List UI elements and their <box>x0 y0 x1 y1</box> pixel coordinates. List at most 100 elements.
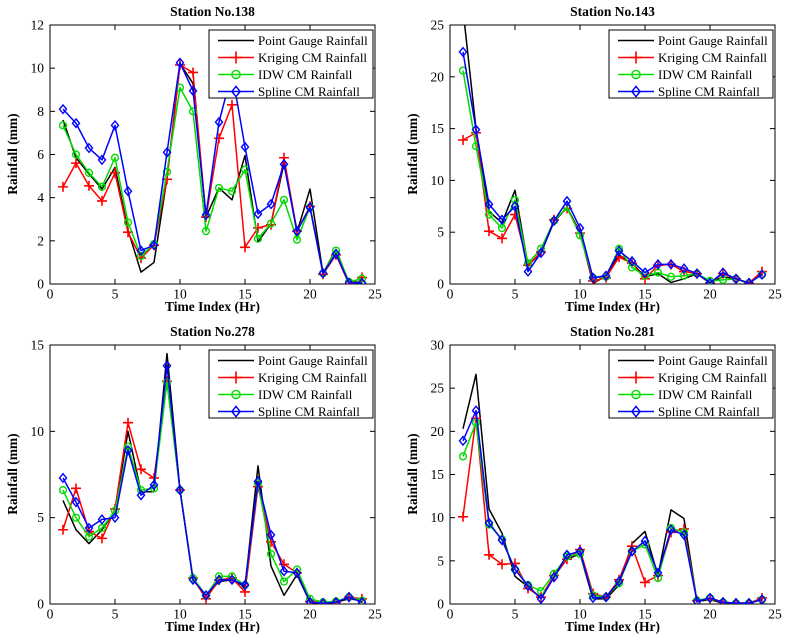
svg-text:5: 5 <box>37 510 44 525</box>
svg-text:5: 5 <box>437 225 444 240</box>
series-point-gauge-rainfall <box>62 63 363 284</box>
series-spline-cm-rainfall <box>58 57 367 284</box>
svg-text:10: 10 <box>173 607 187 622</box>
svg-text:25: 25 <box>368 607 382 622</box>
legend-entry-point-gauge-rainfall: Point Gauge Rainfall <box>618 353 768 368</box>
legend-label: Spline CM Rainfall <box>258 84 360 99</box>
svg-text:5: 5 <box>512 287 519 302</box>
x-axis-label: Time Index (Hr) <box>165 619 260 634</box>
axes-box <box>49 344 376 605</box>
svg-text:0: 0 <box>437 597 444 612</box>
legend-entry-idw-cm-rainfall: IDW CM Rainfall <box>218 67 353 82</box>
chart-station-278: Station No.278 Rainfall (mm) 0 5 10 15 20 25 0… <box>0 320 400 641</box>
plot-area: 0 5 10 15 20 25 0 5 10 15 20 25 Point Gauge Rainfall… <box>400 0 800 320</box>
svg-text:20: 20 <box>431 69 445 84</box>
legend-label: Spline CM Rainfall <box>258 404 360 419</box>
svg-text:15: 15 <box>238 607 252 622</box>
legend-entry-kriging-cm-rainfall: Kriging CM Rainfall <box>618 370 767 385</box>
axes-box <box>449 24 776 285</box>
legend-label: Spline CM Rainfall <box>658 404 760 419</box>
x-axis-label: Time Index (Hr) <box>565 299 660 314</box>
svg-text:5: 5 <box>112 287 119 302</box>
legend-label: Point Gauge Rainfall <box>658 33 768 48</box>
svg-text:0: 0 <box>447 287 454 302</box>
chart-title: Station No.138 <box>170 4 255 19</box>
svg-text:0: 0 <box>447 607 454 622</box>
svg-text:0: 0 <box>437 277 444 292</box>
svg-text:15: 15 <box>638 607 652 622</box>
series-kriging-cm-rainfall <box>458 413 767 604</box>
legend-label: Kriging CM Rainfall <box>658 50 767 65</box>
legend-entry-point-gauge-rainfall: Point Gauge Rainfall <box>218 33 368 48</box>
svg-text:10: 10 <box>431 510 445 525</box>
legend-label: Point Gauge Rainfall <box>258 353 368 368</box>
svg-text:30: 30 <box>431 338 445 353</box>
legend-label: IDW CM Rainfall <box>258 67 353 82</box>
series-idw-cm-rainfall <box>458 66 767 284</box>
svg-text:20: 20 <box>303 287 317 302</box>
tick-marks <box>49 24 376 285</box>
series-idw-cm-rainfall <box>458 418 767 604</box>
svg-text:6: 6 <box>37 147 44 162</box>
legend-label: IDW CM Rainfall <box>258 387 353 402</box>
tick-labels: 0 5 10 15 20 25 0 2 4 6 8 10 12 <box>31 18 383 302</box>
chart-station-138: Station No.138 Rainfall (mm) 0 5 10 15 20 25 0… <box>0 0 400 320</box>
svg-text:25: 25 <box>768 607 782 622</box>
chart-station-281: Station No.281 Rainfall (mm) 0 5 10 15 20 25 0… <box>400 320 800 641</box>
svg-text:8: 8 <box>37 104 44 119</box>
svg-text:0: 0 <box>37 597 44 612</box>
tick-labels: 0 5 10 15 20 25 0 5 10 15 20 25 <box>431 18 783 302</box>
legend-label: Kriging CM Rainfall <box>258 50 367 65</box>
chart-title: Station No.281 <box>570 324 655 339</box>
series-spline-cm-rainfall <box>458 46 767 284</box>
legend-entry-idw-cm-rainfall: IDW CM Rainfall <box>218 387 353 402</box>
svg-text:10: 10 <box>573 607 587 622</box>
svg-text:10: 10 <box>31 61 45 76</box>
plot-area: 0 5 10 15 20 25 0 2 4 6 8 10 12 Point Gauge Rainfall K… <box>0 0 400 320</box>
plot-svg: 0 5 10 15 20 25 0 5 10 15 20 25 30 Point Gauge Rainfa… <box>431 338 783 622</box>
legend-entry-spline-cm-rainfall: Spline CM Rainfall <box>218 404 360 419</box>
plot-svg: 0 5 10 15 20 25 0 5 10 15 Point Gauge Rainfall Krig… <box>31 338 383 622</box>
x-axis-label: Time Index (Hr) <box>165 299 260 314</box>
legend-entry-kriging-cm-rainfall: Kriging CM Rainfall <box>218 370 367 385</box>
svg-text:15: 15 <box>31 338 45 353</box>
legend-entry-kriging-cm-rainfall: Kriging CM Rainfall <box>618 50 767 65</box>
svg-text:10: 10 <box>31 424 45 439</box>
svg-text:10: 10 <box>573 287 587 302</box>
svg-text:15: 15 <box>431 121 445 136</box>
legend-label: Point Gauge Rainfall <box>658 353 768 368</box>
svg-text:25: 25 <box>768 287 782 302</box>
legend-entry-spline-cm-rainfall: Spline CM Rainfall <box>218 84 360 99</box>
svg-text:20: 20 <box>303 607 317 622</box>
svg-text:0: 0 <box>37 277 44 292</box>
svg-text:0: 0 <box>47 287 54 302</box>
legend-entry-point-gauge-rainfall: Point Gauge Rainfall <box>218 353 368 368</box>
svg-text:5: 5 <box>512 607 519 622</box>
svg-text:10: 10 <box>173 287 187 302</box>
legend: Point Gauge Rainfall Kriging CM Rainfall I… <box>608 29 774 99</box>
legend-label: Point Gauge Rainfall <box>258 33 368 48</box>
svg-text:20: 20 <box>703 607 717 622</box>
svg-text:15: 15 <box>431 467 445 482</box>
legend-label: Kriging CM Rainfall <box>258 370 367 385</box>
svg-text:2: 2 <box>37 233 44 248</box>
tick-labels: 0 5 10 15 20 25 0 5 10 15 <box>31 338 383 622</box>
legend: Point Gauge Rainfall Kriging CM Rainfall I… <box>608 349 774 419</box>
svg-text:15: 15 <box>638 287 652 302</box>
chart-title: Station No.278 <box>170 324 255 339</box>
tick-marks <box>449 344 776 605</box>
svg-text:5: 5 <box>112 607 119 622</box>
svg-text:12: 12 <box>31 18 45 33</box>
plot-area: 0 5 10 15 20 25 0 5 10 15 20 25 30 Point Gauge Rainfa… <box>400 320 800 640</box>
legend-label: IDW CM Rainfall <box>658 387 753 402</box>
plot-svg: 0 5 10 15 20 25 0 5 10 15 20 25 Point Gauge Rainfall… <box>431 18 783 302</box>
legend-entry-kriging-cm-rainfall: Kriging CM Rainfall <box>218 50 367 65</box>
plot-svg: 0 5 10 15 20 25 0 2 4 6 8 10 12 Point Gauge Rainfall K… <box>31 18 383 302</box>
svg-text:20: 20 <box>431 424 445 439</box>
svg-text:20: 20 <box>703 287 717 302</box>
legend-entry-spline-cm-rainfall: Spline CM Rainfall <box>618 404 760 419</box>
svg-text:5: 5 <box>437 553 444 568</box>
chart-title: Station No.143 <box>570 4 655 19</box>
legend-entry-idw-cm-rainfall: IDW CM Rainfall <box>618 67 753 82</box>
